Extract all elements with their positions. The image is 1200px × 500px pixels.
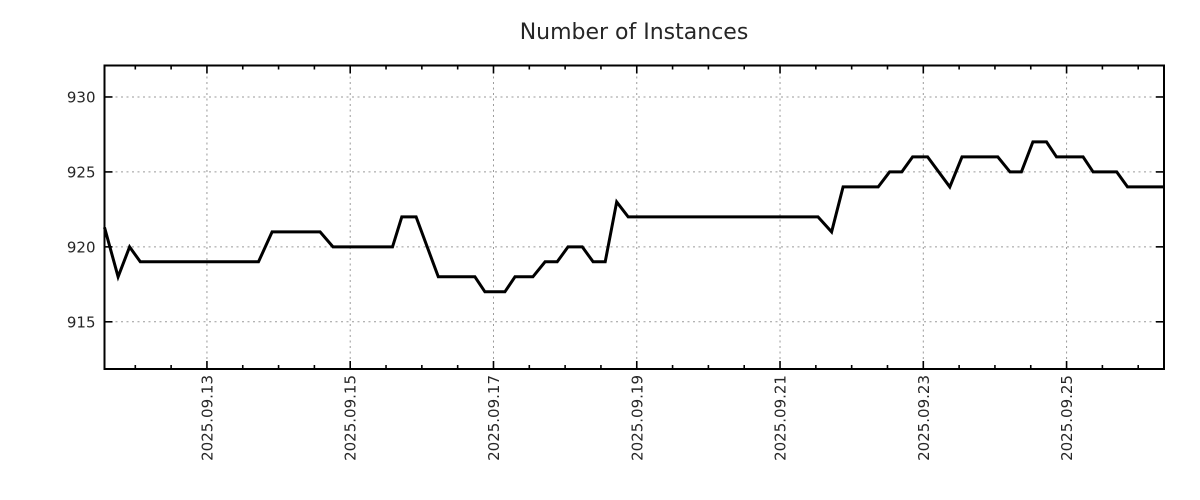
y-axis-tick-label: 925 <box>67 163 96 181</box>
x-axis-tick-label: 2025.09.25 <box>1058 375 1076 461</box>
chart-title: Number of Instances <box>520 20 749 45</box>
x-axis-tick-label: 2025.09.19 <box>628 375 646 461</box>
x-axis-tick-label: 2025.09.15 <box>342 375 360 461</box>
y-axis-tick-label: 930 <box>67 88 96 106</box>
x-axis-tick-label: 2025.09.21 <box>772 375 790 461</box>
y-axis-tick-label: 920 <box>67 238 96 256</box>
x-axis-tick-label: 2025.09.13 <box>198 375 216 461</box>
data-series-line <box>103 140 1164 294</box>
x-axis-tick-label: 2025.09.23 <box>915 375 933 461</box>
x-axis-tick-label: 2025.09.17 <box>485 375 503 461</box>
y-axis-tick-label: 915 <box>67 313 96 331</box>
plot-border <box>103 64 1165 370</box>
